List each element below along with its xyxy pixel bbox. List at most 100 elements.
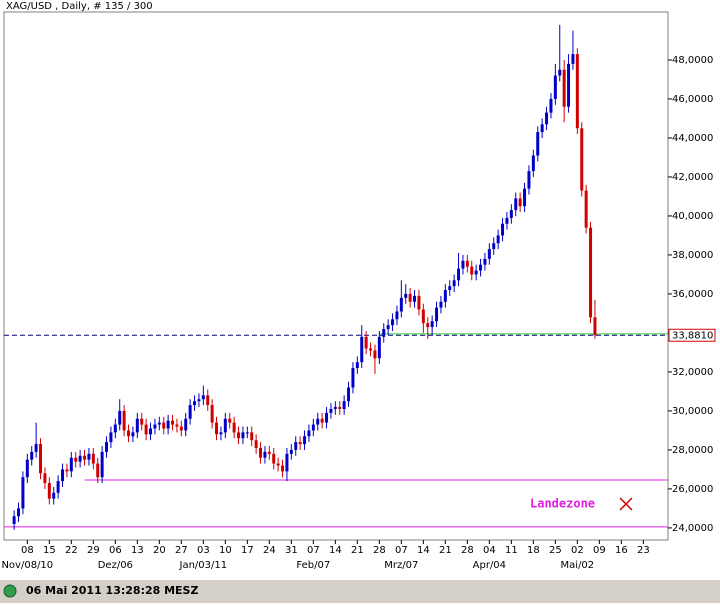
candle-body (162, 422, 166, 429)
candle-body (355, 362, 359, 369)
candle-body (391, 319, 395, 326)
x-tick-label: 28 (461, 545, 474, 556)
candle-body (228, 418, 232, 423)
candle-body (333, 407, 337, 409)
candle-body (382, 329, 386, 337)
candle-body (465, 260, 469, 267)
x-tick-label: 16 (615, 545, 628, 556)
candle-body (417, 295, 421, 310)
candle-body (540, 124, 544, 133)
candle-body (501, 223, 505, 236)
candle-body (567, 63, 571, 107)
candle-body (267, 451, 271, 454)
y-tick-label: 42,0000 (672, 172, 713, 183)
month-label: Mrz/07 (384, 560, 418, 571)
candle-body (100, 451, 104, 478)
candle-body (435, 307, 439, 322)
candle-body (96, 463, 100, 478)
candle-body (426, 323, 430, 328)
candle-body (122, 410, 126, 431)
y-tick-label: 48,0000 (672, 55, 713, 66)
candle-body (369, 348, 373, 351)
candle-body (254, 440, 258, 448)
candle-body (298, 442, 302, 445)
candle-body (351, 368, 355, 388)
candle-body (584, 190, 588, 228)
candle-body (166, 420, 170, 429)
candle-body (140, 418, 144, 425)
x-tick-label: 27 (175, 545, 188, 556)
candle-body (461, 260, 465, 269)
candle-body (201, 395, 205, 400)
candle-body (386, 325, 390, 330)
candle-body (593, 317, 597, 336)
x-tick-label: 04 (483, 545, 496, 556)
x-tick-label: 18 (527, 545, 540, 556)
candle-body (171, 420, 175, 425)
candle-body (56, 481, 60, 493)
candle-body (289, 449, 293, 454)
candle-body (549, 98, 553, 113)
candle-body (175, 424, 179, 427)
candle-body (589, 227, 593, 318)
candle-body (25, 459, 29, 478)
candle-body (118, 410, 122, 425)
candle-body (237, 432, 241, 439)
candle-body (105, 442, 109, 452)
x-tick-label: 28 (373, 545, 386, 556)
candle-body (514, 198, 518, 211)
x-tick-label: 02 (571, 545, 584, 556)
candle-body (34, 444, 38, 452)
candle-body (338, 407, 342, 409)
candle-body (320, 418, 324, 423)
candle-body (179, 426, 183, 431)
candle-body (184, 418, 188, 431)
month-label: Nov/08/10 (1, 560, 53, 571)
candle-body (47, 483, 51, 499)
candle-body (347, 387, 351, 402)
candle-body (496, 235, 500, 244)
month-label: Jan/03/11 (179, 560, 228, 571)
y-tick-label: 36,0000 (672, 289, 713, 300)
candle-body (457, 268, 461, 281)
candle-body (527, 171, 531, 189)
y-tick-label: 32,0000 (672, 367, 713, 378)
candle-body (536, 132, 540, 156)
candle-body (52, 492, 56, 499)
candle-body (39, 444, 43, 474)
annotation: Landezone (530, 497, 595, 511)
candle-body (531, 155, 535, 172)
x-tick-label: 21 (351, 545, 364, 556)
candle-body (518, 198, 522, 207)
candle-body (30, 451, 34, 460)
candle-body (329, 408, 333, 413)
x-tick-label: 21 (439, 545, 452, 556)
candle-body (474, 270, 478, 275)
candle-body (558, 69, 562, 76)
candle-body (421, 309, 425, 324)
candle-body (241, 432, 245, 439)
y-tick-label: 44,0000 (672, 133, 713, 144)
chart-title: XAG/USD , Daily, # 135 / 300 (6, 1, 153, 12)
candle-body (127, 430, 131, 437)
candle-body (523, 188, 527, 207)
candle-body (325, 412, 329, 423)
candle-body (206, 395, 210, 406)
x-tick-label: 14 (417, 545, 430, 556)
candle-body (157, 422, 161, 425)
candle-body (78, 455, 82, 462)
candle-body (580, 128, 584, 191)
x-marker (619, 497, 633, 511)
x-tick-label: 31 (285, 545, 298, 556)
candle-body (443, 290, 447, 302)
candle-body (439, 301, 443, 308)
candle-body (360, 336, 364, 363)
month-label: Feb/07 (296, 560, 330, 571)
x-tick-label: 14 (329, 545, 342, 556)
x-tick-label: 23 (637, 545, 650, 556)
candle-body (562, 69, 566, 107)
y-tick-label: 28,0000 (672, 445, 713, 456)
plot-area (3, 11, 669, 541)
x-tick-label: 15 (43, 545, 56, 556)
candle-body (281, 465, 285, 472)
